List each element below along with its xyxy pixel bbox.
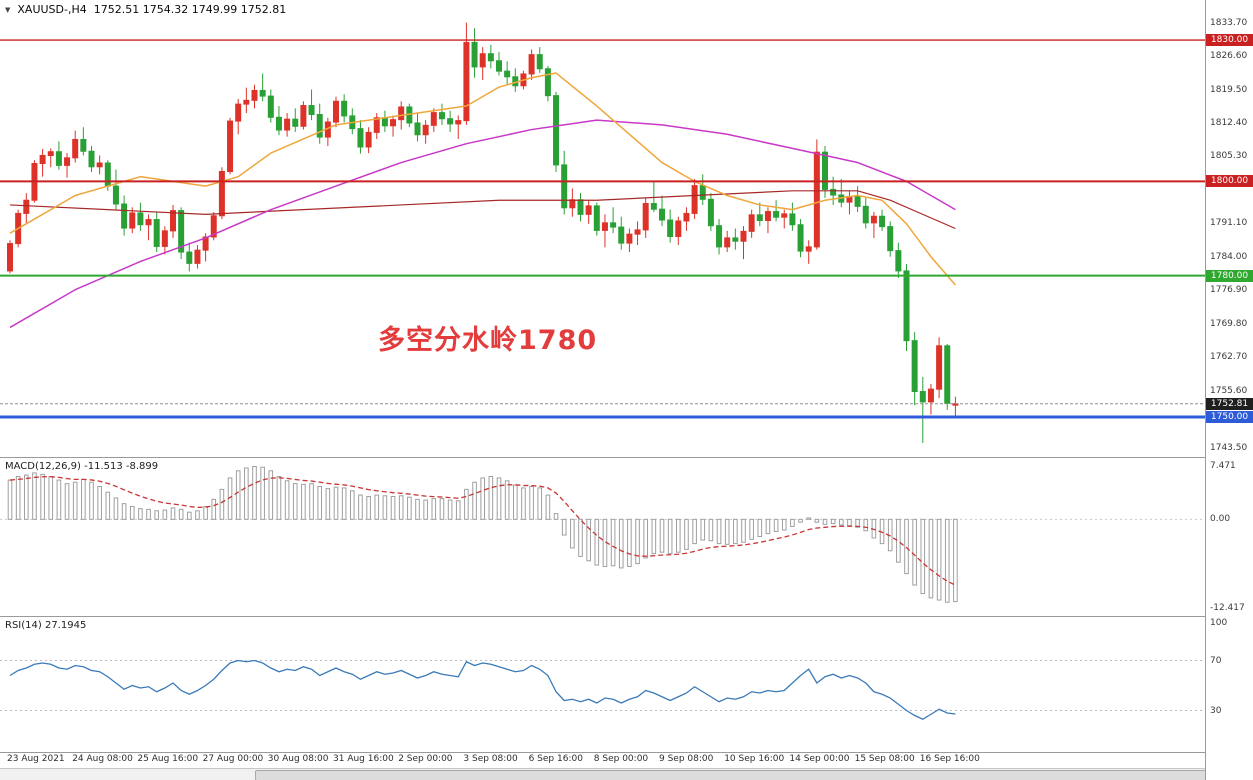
price-tick-label: 1784.00 — [1210, 251, 1248, 262]
time-axis[interactable]: 23 Aug 2021 24 Aug 08:00 25 Aug 16:00 27 Au… — [0, 753, 1205, 767]
time-label: 27 Aug 00:00 — [202, 754, 264, 764]
candles — [7, 22, 959, 443]
time-label: 8 Sep 00:00 — [593, 754, 649, 764]
ma-darkred-line — [9, 190, 956, 230]
time-label: 31 Aug 16:00 — [333, 754, 394, 764]
price-tick-label: 1812.40 — [1210, 117, 1248, 128]
one-click-trading-collapse-icon[interactable]: ▼ — [5, 5, 11, 14]
rsi-indicator-pane[interactable]: RSI(14) 27.1945 — [0, 617, 1205, 752]
pane-divider — [0, 752, 1253, 753]
price-tick-label: 1791.10 — [1210, 218, 1248, 229]
macd-label: MACD(12,26,9) -11.513 -8.899 — [5, 461, 159, 472]
price-tick-label: 1826.60 — [1210, 51, 1248, 62]
price-tick-label: 1755.60 — [1210, 385, 1248, 396]
price-tick-label: 1833.70 — [1210, 17, 1248, 28]
rsi-line — [9, 659, 956, 720]
main-chart-pane[interactable]: ▼ XAUUSD-,H4 1752.51 1754.32 1749.99 175… — [0, 0, 1205, 457]
price-tag-1780.00: 1780.00 — [1206, 269, 1253, 282]
current-price-tag: 1752.81 — [1206, 397, 1253, 410]
time-label: 10 Sep 16:00 — [724, 754, 785, 764]
time-label: 3 Sep 08:00 — [463, 754, 518, 764]
price-tick-label: 1743.50 — [1210, 442, 1248, 453]
time-label: 14 Sep 00:00 — [789, 754, 850, 764]
horizontal-scrollbar[interactable] — [0, 768, 1253, 780]
time-label: 15 Sep 08:00 — [854, 754, 915, 764]
price-tag-1750.00: 1750.00 — [1206, 410, 1253, 423]
time-label: 24 Aug 08:00 — [72, 754, 133, 764]
chart-text-annotation[interactable]: 多空分水岭1780 — [378, 325, 598, 356]
time-label: 25 Aug 16:00 — [137, 754, 199, 764]
scrollbar-thumb[interactable] — [255, 770, 1251, 780]
rsi-label: RSI(14) 27.1945 — [5, 620, 87, 631]
price-tick-label: 1762.70 — [1210, 352, 1248, 363]
price-tag-1830.00: 1830.00 — [1206, 34, 1253, 47]
price-tick-label: 7.471 — [1210, 461, 1236, 471]
price-tick-label: 0.00 — [1210, 514, 1231, 525]
price-tick-label: 1776.90 — [1210, 285, 1248, 296]
symbol-period-label: XAUUSD-,H4 — [17, 3, 87, 16]
price-tick-label: 70 — [1210, 655, 1222, 666]
candlestick-chart[interactable] — [0, 0, 1205, 457]
ohlc-values: 1752.51 1754.32 1749.99 1752.81 — [93, 3, 287, 16]
price-tick-label: -12.417 — [1210, 603, 1245, 613]
pane-divider[interactable] — [0, 457, 1253, 458]
time-label: 2 Sep 00:00 — [398, 754, 453, 764]
chart-header: ▼ XAUUSD-,H4 1752.51 1754.32 1749.99 175… — [5, 3, 286, 16]
time-label: 30 Aug 08:00 — [267, 754, 329, 764]
price-axis[interactable]: 1830.00 1800.00 1780.00 1750.00 1752.81 1833.… — [1205, 0, 1253, 780]
price-tag-1800.00: 1800.00 — [1206, 175, 1253, 188]
price-tick-label: 100 — [1210, 618, 1228, 628]
price-tick-label: 1805.30 — [1210, 151, 1248, 162]
macd-signal-line — [9, 476, 956, 586]
ma-magenta-line — [9, 119, 956, 329]
ma-orange-line — [9, 72, 956, 286]
price-tick-label: 30 — [1210, 705, 1222, 716]
time-label: 16 Sep 16:00 — [919, 754, 980, 764]
macd-histogram — [7, 466, 958, 603]
price-tick-label: 1769.80 — [1210, 318, 1248, 329]
macd-chart[interactable] — [0, 458, 1205, 616]
pane-divider[interactable] — [0, 616, 1253, 617]
time-label: 9 Sep 08:00 — [659, 754, 714, 764]
time-label: 6 Sep 16:00 — [528, 754, 583, 764]
time-label: 23 Aug 2021 — [7, 754, 65, 764]
rsi-chart[interactable] — [0, 617, 1205, 752]
price-tick-label: 1819.50 — [1210, 84, 1248, 95]
macd-indicator-pane[interactable]: MACD(12,26,9) -11.513 -8.899 — [0, 458, 1205, 616]
